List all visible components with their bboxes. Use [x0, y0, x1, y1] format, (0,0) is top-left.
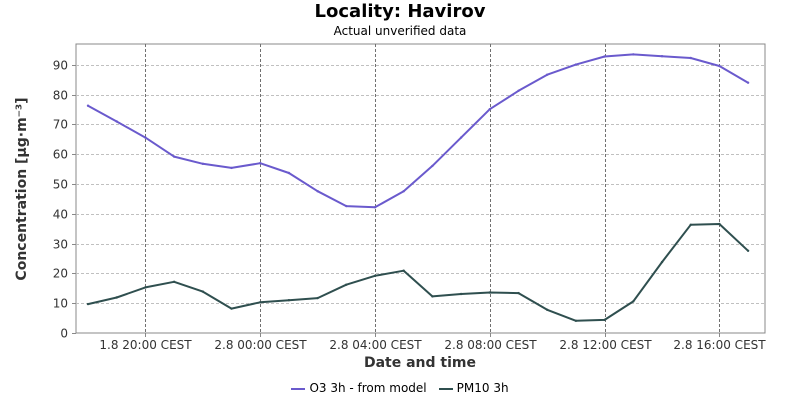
data-point — [287, 299, 291, 302]
data-point — [632, 300, 635, 303]
y-tick-label: 80 — [53, 89, 68, 103]
y-tick-label: 50 — [53, 178, 68, 192]
x-tick-label: 2.8 08:00 CEST — [444, 338, 537, 352]
data-point — [86, 104, 90, 107]
y-tick-label: 30 — [53, 238, 68, 252]
y-tick-label: 90 — [53, 59, 68, 73]
x-tick-label: 1.8 20:00 CEST — [99, 338, 192, 352]
data-point — [172, 155, 176, 158]
tick-labels: 0 10 20 30 40 50 60 70 80 90 1.8 20:00 CEST 2.8 00:… — [53, 59, 767, 353]
series-line-pm10 — [87, 223, 749, 322]
y-tick-label: 20 — [53, 267, 68, 281]
chart-subtitle: Actual unverified data — [333, 24, 467, 38]
axes — [72, 65, 720, 337]
data-point — [574, 63, 578, 66]
data-point — [603, 55, 606, 58]
legend-label: O3 3h - from model — [309, 381, 427, 395]
plot-area — [75, 43, 766, 334]
data-point — [402, 190, 405, 193]
series-lines — [86, 53, 750, 322]
y-tick-label: 70 — [53, 118, 68, 132]
data-point — [660, 260, 664, 264]
data-point — [459, 136, 463, 139]
legend-swatch — [438, 387, 453, 390]
legend-item: PM10 3h — [438, 381, 509, 395]
data-point — [259, 162, 262, 165]
data-point — [144, 136, 147, 139]
data-point — [201, 290, 204, 293]
data-point — [718, 222, 721, 226]
data-point — [488, 108, 491, 111]
x-tick-label: 2.8 16:00 CEST — [673, 338, 766, 352]
y-tick-label: 60 — [53, 148, 68, 162]
data-point — [574, 319, 578, 322]
data-point — [402, 269, 405, 272]
data-point — [345, 204, 348, 208]
legend-swatch — [291, 387, 306, 390]
y-tick-label: 10 — [53, 297, 68, 311]
data-point — [689, 56, 692, 60]
data-point — [373, 206, 377, 209]
data-point — [689, 223, 692, 226]
y-tick-label: 40 — [53, 208, 68, 222]
data-point — [632, 53, 635, 56]
data-point — [431, 164, 434, 168]
data-point — [517, 291, 520, 295]
legend-item: O3 3h - from model — [291, 381, 427, 395]
legend: O3 3h - from model PM10 3h — [0, 381, 800, 395]
data-point — [201, 162, 204, 165]
data-point — [230, 307, 233, 310]
chart-title: Locality: Havirov — [314, 1, 486, 22]
data-point — [316, 296, 319, 300]
x-tick-label: 2.8 12:00 CEST — [559, 338, 652, 352]
x-tick-label: 2.8 04:00 CEST — [329, 338, 422, 352]
data-point — [115, 120, 118, 123]
data-point — [660, 55, 664, 58]
data-point — [718, 64, 721, 68]
y-tick-label: 0 — [60, 327, 68, 341]
grid-lines — [75, 43, 766, 334]
data-point — [431, 295, 434, 298]
x-tick-label: 2.8 00:00 CEST — [214, 338, 307, 352]
x-axis-label: Date and time — [364, 355, 476, 371]
data-point — [546, 308, 549, 311]
series-line-o3 — [87, 53, 749, 209]
data-point — [144, 286, 147, 289]
y-axis-label: Concentration [µg·m⁻³] — [14, 97, 30, 280]
data-point — [746, 81, 750, 84]
data-point — [172, 280, 176, 283]
data-point — [287, 171, 291, 175]
data-point — [488, 291, 491, 294]
data-point — [603, 318, 606, 322]
data-point — [546, 73, 549, 76]
data-point — [373, 274, 377, 277]
legend-label: PM10 3h — [456, 381, 509, 395]
data-point — [259, 301, 262, 304]
data-point — [746, 249, 750, 252]
data-point — [230, 166, 233, 170]
data-point — [345, 283, 348, 286]
data-point — [316, 190, 319, 193]
data-point — [86, 302, 90, 306]
data-point — [459, 292, 463, 296]
data-point — [115, 296, 118, 299]
data-point — [517, 89, 520, 93]
